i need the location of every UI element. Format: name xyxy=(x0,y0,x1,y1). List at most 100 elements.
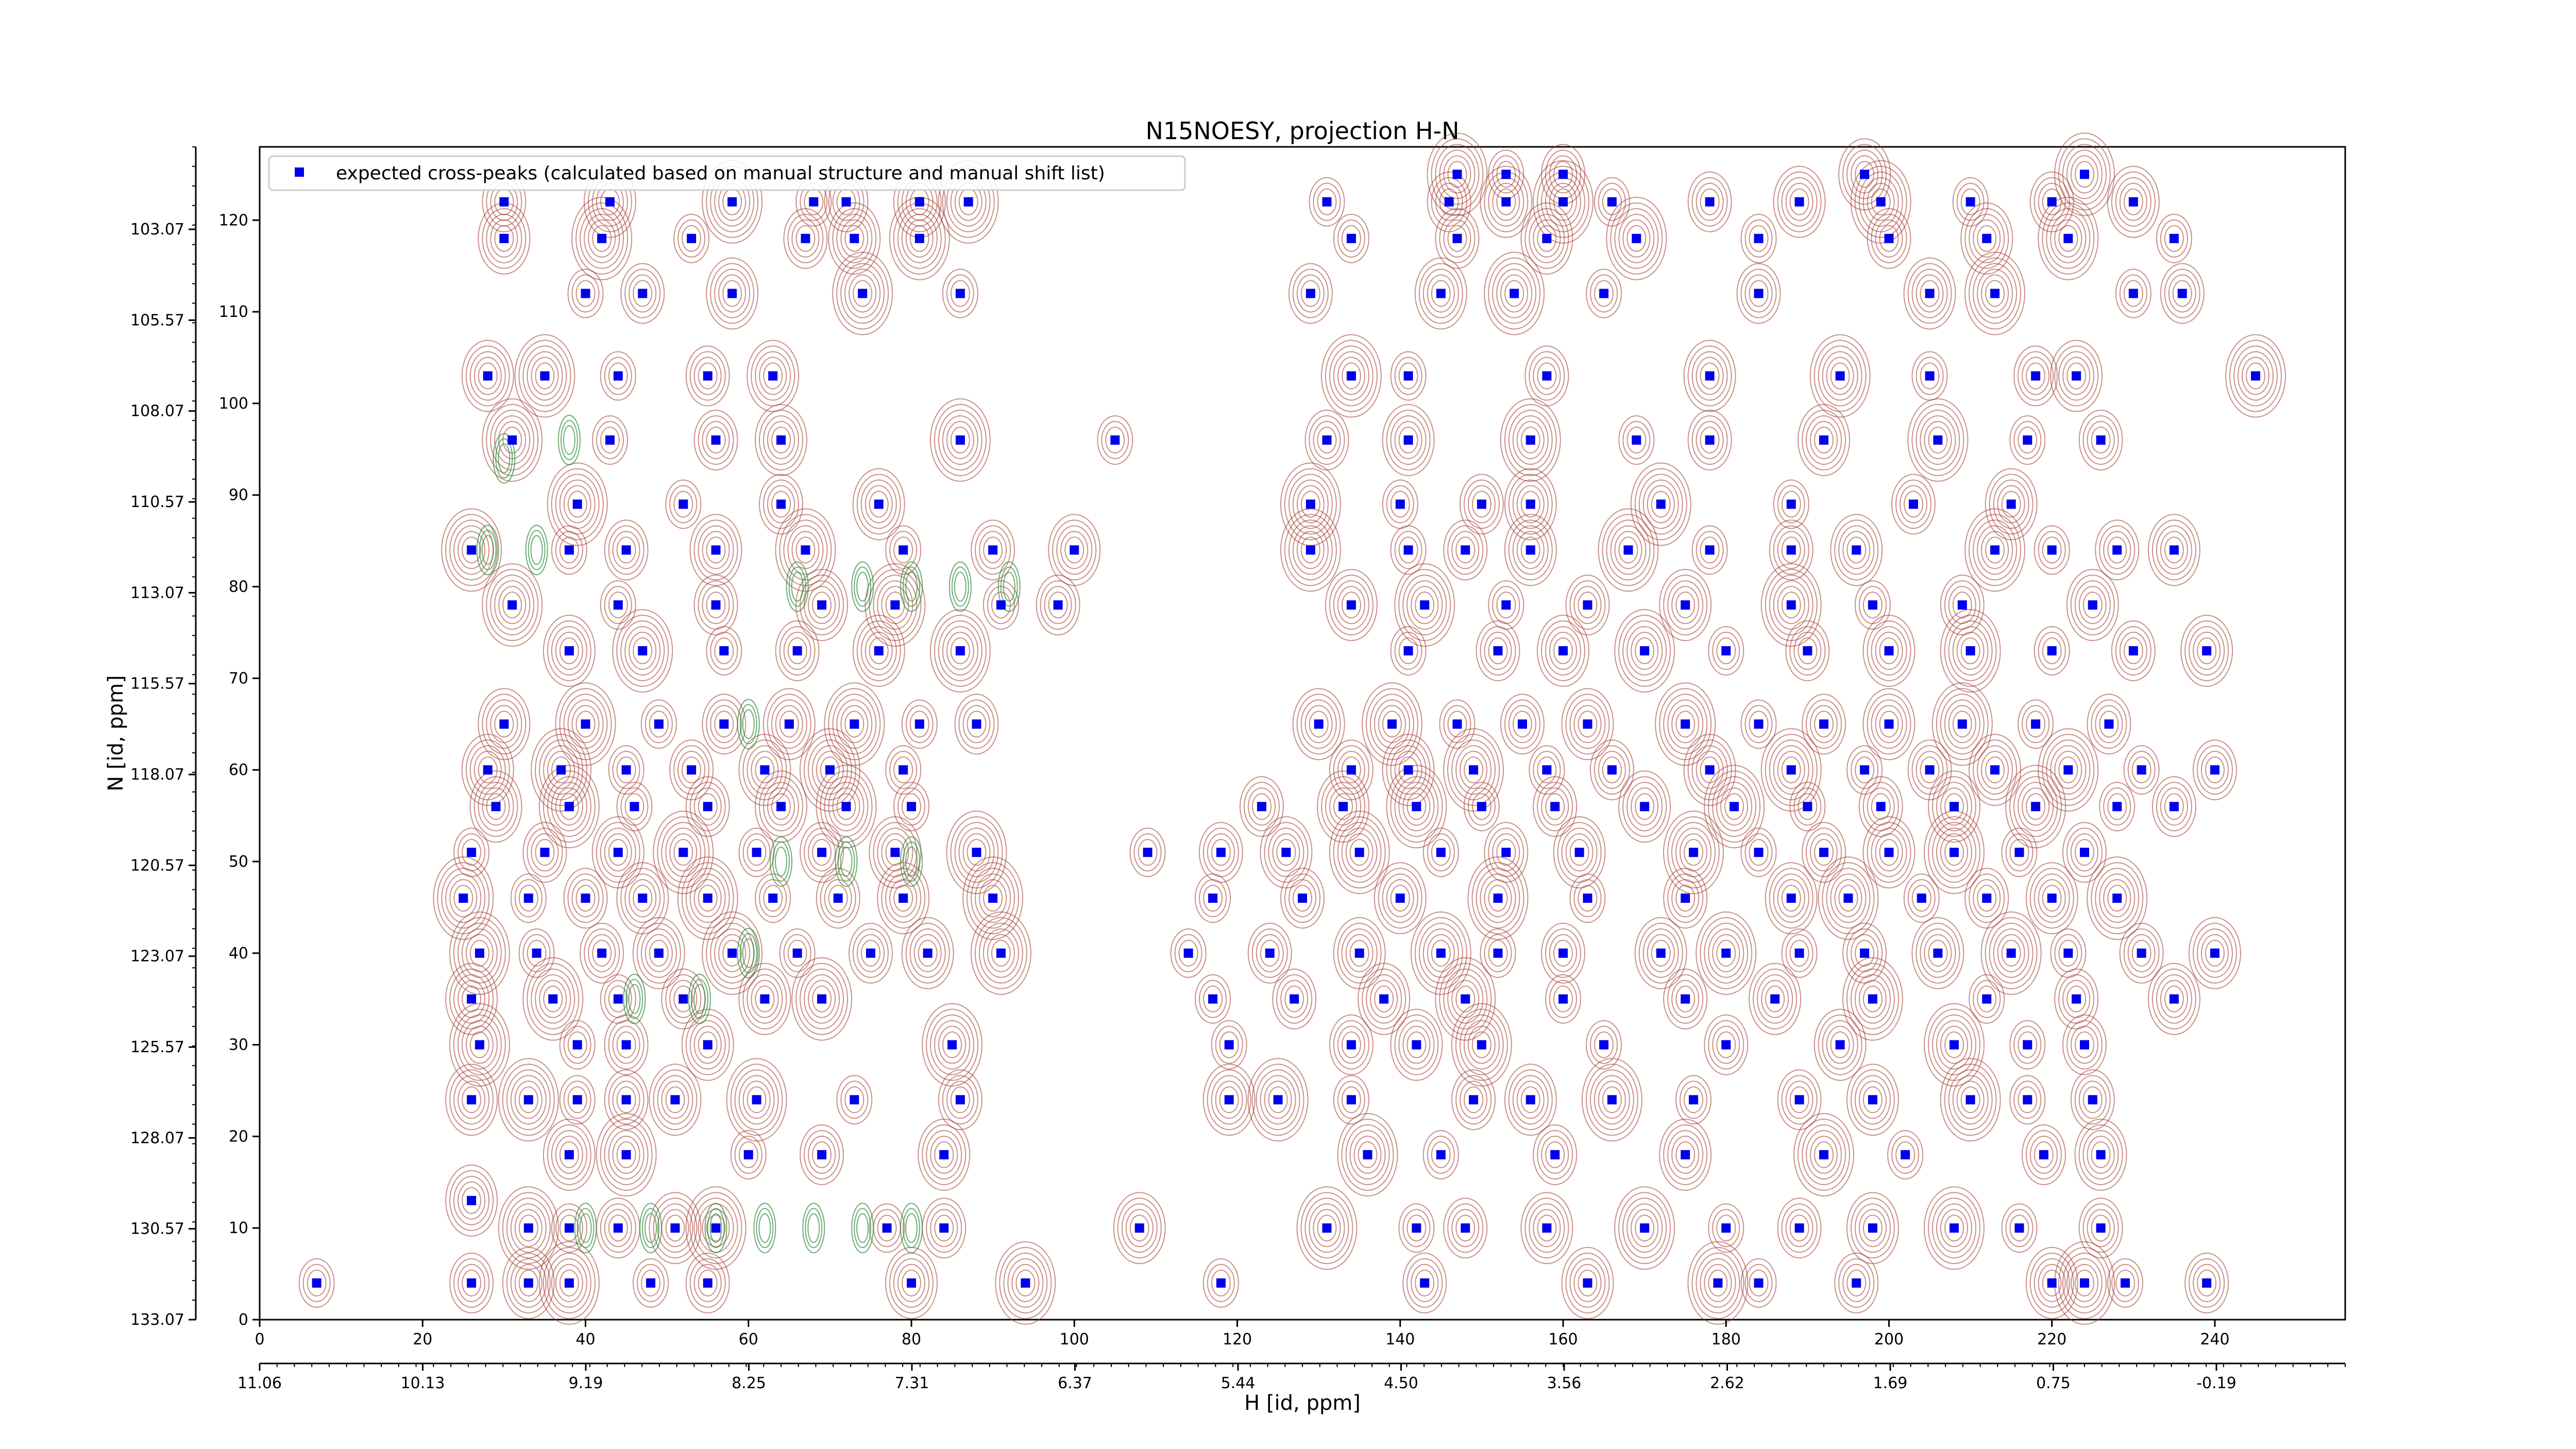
contour-ring xyxy=(2042,1269,2062,1296)
y-tick-label: 30 xyxy=(229,1036,248,1054)
contour-ring xyxy=(893,536,913,564)
negative-contour xyxy=(628,984,641,1014)
contour-ring xyxy=(591,415,628,465)
contour-ring xyxy=(1960,188,1980,215)
contour-ring xyxy=(1533,160,1594,244)
y-tick-label: 120 xyxy=(219,211,248,229)
contour-ring xyxy=(1826,1025,1854,1064)
contour-ring xyxy=(2009,1075,2046,1125)
negative-contour xyxy=(1003,571,1015,602)
contour-ring xyxy=(689,782,726,832)
cross-peak-marker xyxy=(866,948,875,958)
contour-ring xyxy=(2070,1069,2115,1131)
contour-ring xyxy=(469,1031,489,1058)
contour-ring xyxy=(469,939,489,967)
contour-ring xyxy=(1675,985,1696,1013)
contour-ring xyxy=(1789,188,1809,215)
cross-peak-marker xyxy=(1526,499,1535,509)
contour-ring xyxy=(535,974,571,1024)
contour-ring xyxy=(1700,536,1720,564)
contour-ring xyxy=(1635,1215,1655,1242)
contour-ring xyxy=(1765,734,1818,806)
contour-ring xyxy=(1296,1186,1358,1270)
contour-ring xyxy=(913,934,942,972)
contour-ring xyxy=(1129,828,1166,878)
contour-ring xyxy=(1443,155,1471,194)
contour-ring xyxy=(1740,699,1777,749)
cross-peak-marker xyxy=(1599,289,1609,298)
cross-peak-marker xyxy=(605,435,615,445)
contour-ring xyxy=(1545,928,1581,978)
contour-ring xyxy=(1952,1075,1989,1125)
contour-ring xyxy=(608,1075,645,1125)
contour-ring xyxy=(2066,828,2103,878)
contour-ring xyxy=(978,922,1023,984)
contour-ring xyxy=(1691,745,1728,795)
contour-ring xyxy=(1964,208,2009,269)
contour-ring xyxy=(938,1025,967,1064)
contour-ring xyxy=(946,811,1007,895)
contour-ring xyxy=(665,828,702,878)
contour-ring xyxy=(462,1269,482,1296)
contour-ring xyxy=(1932,822,1976,883)
legend: expected cross-peaks (calculated based o… xyxy=(268,155,1186,191)
contour-ring xyxy=(1565,833,1594,872)
contour-ring xyxy=(1553,637,1573,664)
contour-ring xyxy=(1858,171,1903,232)
contour-ring xyxy=(1292,525,1329,575)
cross-peak-marker xyxy=(907,1278,916,1288)
contour-ring xyxy=(1708,626,1744,676)
contour-ring xyxy=(681,1008,734,1081)
contour-ring xyxy=(1740,268,1777,318)
cross-peak-marker xyxy=(768,371,778,381)
contour-ring xyxy=(1366,974,1402,1024)
cross-peak-marker xyxy=(2023,435,2032,445)
contour-ring xyxy=(1675,828,1711,878)
cross-peak-marker xyxy=(1281,848,1291,857)
contour-ring xyxy=(1740,1258,1777,1308)
cross-peak-marker xyxy=(1583,600,1592,610)
cross-peak-marker xyxy=(1452,719,1462,729)
cross-peak-marker xyxy=(792,948,802,958)
cross-peak-marker xyxy=(556,765,566,775)
contour-ring xyxy=(584,213,620,263)
contour-ring xyxy=(844,711,865,738)
contour-ring xyxy=(2074,1118,2127,1191)
contour-ring xyxy=(1851,934,1879,972)
contour-ring xyxy=(665,479,702,529)
contour-ring xyxy=(1451,739,1496,801)
contour-ring xyxy=(689,351,726,401)
contour-ring xyxy=(902,1269,921,1296)
contour-ring xyxy=(1520,491,1540,518)
contour-ring xyxy=(706,536,726,564)
contour-ring xyxy=(946,631,974,670)
contour-ring xyxy=(457,1081,486,1119)
contour-ring xyxy=(1459,474,1504,535)
contour-ring xyxy=(2160,980,2188,1018)
contour-ring xyxy=(2238,351,2274,401)
contour-ring xyxy=(1606,196,1667,280)
contour-ring xyxy=(2013,776,2058,837)
contour-ring xyxy=(1508,474,1553,535)
contour-ring xyxy=(1622,776,1667,837)
cross-peak-marker xyxy=(801,233,810,243)
contour-ring xyxy=(1329,787,1358,826)
contour-ring xyxy=(1708,1269,1728,1296)
contour-ring xyxy=(1785,1081,1814,1119)
contour-ring xyxy=(820,756,840,784)
contour-ring xyxy=(1948,620,1993,681)
contour-ring xyxy=(1325,569,1378,642)
contour-ring xyxy=(2127,934,2156,972)
cross-peak-marker xyxy=(1363,1150,1372,1159)
contour-ring xyxy=(2156,782,2192,832)
ppm-y-tick-label: 103.07 xyxy=(130,221,184,239)
cross-peak-marker xyxy=(1477,802,1486,812)
contour-ring xyxy=(1826,868,1871,929)
contour-ring xyxy=(2050,213,2087,263)
contour-ring xyxy=(1704,1263,1732,1302)
cross-peak-marker xyxy=(1501,170,1511,179)
cross-peak-marker xyxy=(1868,1095,1877,1105)
contour-ring xyxy=(869,637,889,664)
contour-ring xyxy=(1443,1198,1488,1259)
contour-ring xyxy=(1977,525,2013,575)
